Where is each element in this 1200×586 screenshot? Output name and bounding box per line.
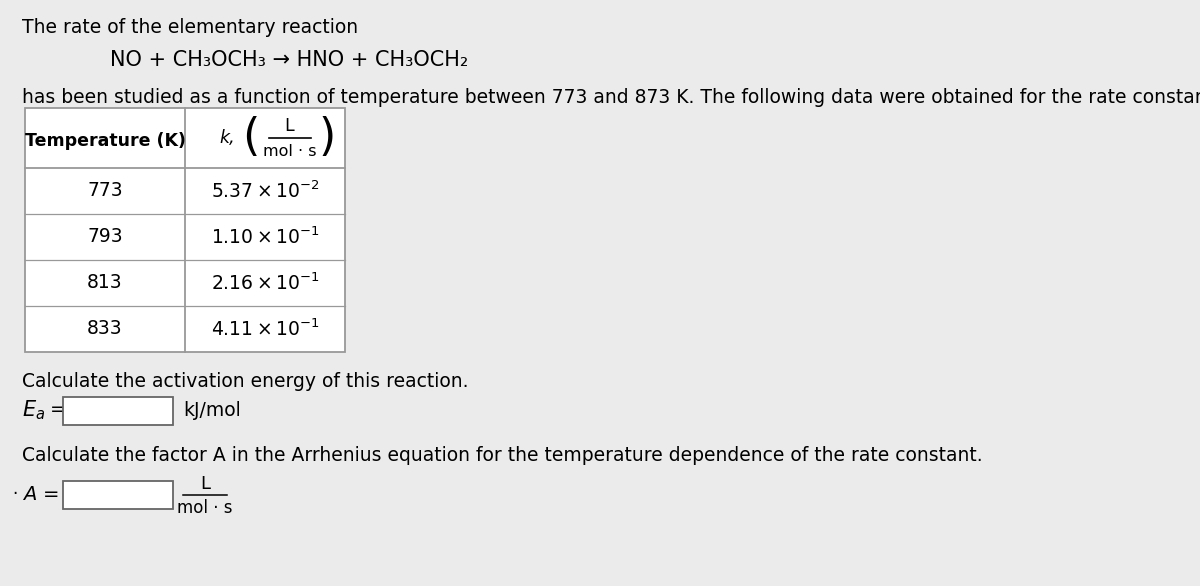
Text: $5.37\times 10^{-2}$: $5.37\times 10^{-2}$ bbox=[210, 180, 319, 202]
Text: Temperature (K): Temperature (K) bbox=[24, 132, 186, 150]
Text: 833: 833 bbox=[88, 319, 122, 339]
Bar bbox=[25, 108, 346, 352]
Text: 793: 793 bbox=[88, 227, 122, 247]
Text: $2.16\times 10^{-1}$: $2.16\times 10^{-1}$ bbox=[210, 272, 319, 294]
Text: $4.11\times 10^{-1}$: $4.11\times 10^{-1}$ bbox=[210, 318, 319, 340]
Text: ·: · bbox=[12, 485, 17, 503]
Text: 773: 773 bbox=[88, 182, 122, 200]
Text: mol · s: mol · s bbox=[263, 144, 317, 158]
Text: (: ( bbox=[242, 117, 259, 159]
Text: L: L bbox=[200, 475, 210, 493]
Text: $1.10\times 10^{-1}$: $1.10\times 10^{-1}$ bbox=[210, 226, 319, 248]
Text: =: = bbox=[50, 400, 66, 420]
Text: Calculate the activation energy of this reaction.: Calculate the activation energy of this … bbox=[22, 372, 468, 391]
Text: $A$ =: $A$ = bbox=[22, 485, 59, 503]
Text: mol · s: mol · s bbox=[178, 499, 233, 517]
Text: ): ) bbox=[318, 117, 336, 159]
Text: L: L bbox=[284, 117, 294, 135]
Text: kJ/mol: kJ/mol bbox=[182, 400, 241, 420]
Bar bbox=[64, 397, 173, 425]
Text: NO + CH₃OCH₃ → HNO + CH₃OCH₂: NO + CH₃OCH₃ → HNO + CH₃OCH₂ bbox=[110, 50, 468, 70]
Text: The rate of the elementary reaction: The rate of the elementary reaction bbox=[22, 18, 358, 37]
Bar bbox=[64, 481, 173, 509]
Text: 813: 813 bbox=[88, 274, 122, 292]
Bar bbox=[25, 108, 346, 352]
Text: has been studied as a function of temperature between 773 and 873 K. The followi: has been studied as a function of temper… bbox=[22, 88, 1200, 107]
Text: k,: k, bbox=[220, 129, 235, 147]
Text: Calculate the factor A in the Arrhenius equation for the temperature dependence : Calculate the factor A in the Arrhenius … bbox=[22, 446, 983, 465]
Text: $E_a$: $E_a$ bbox=[22, 398, 46, 422]
